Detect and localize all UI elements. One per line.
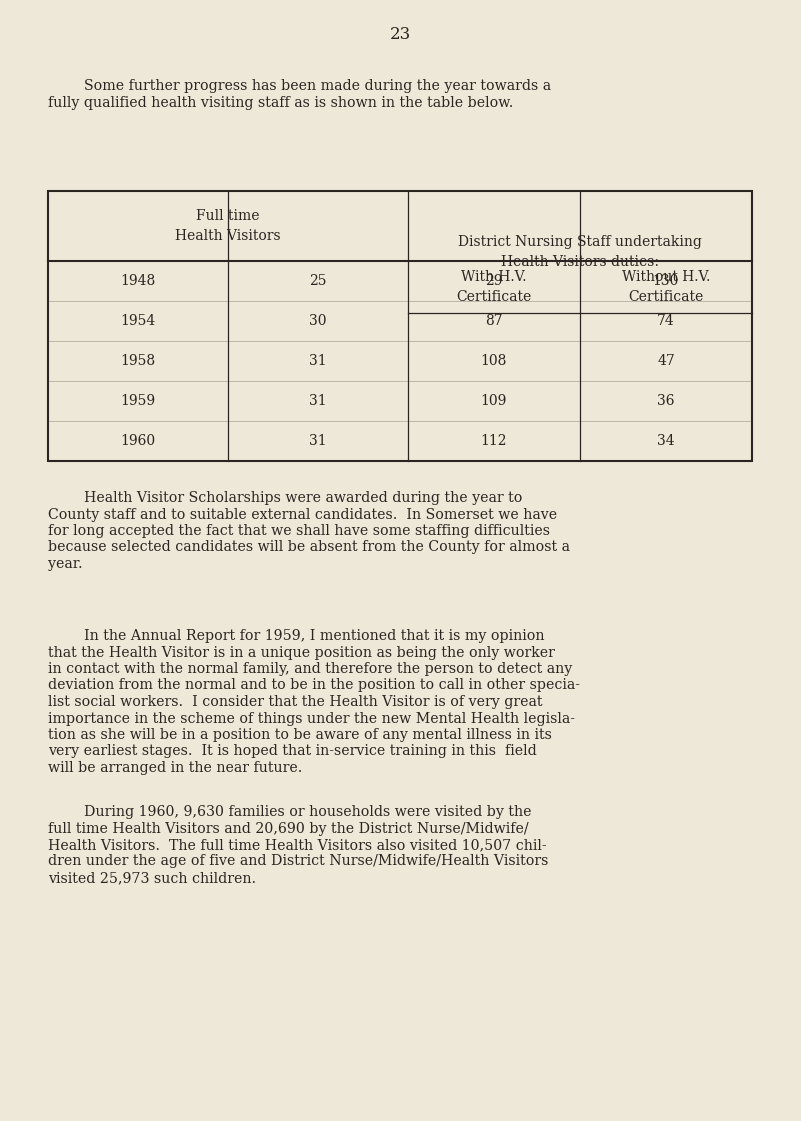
- Text: 47: 47: [657, 354, 675, 368]
- Text: 31: 31: [309, 354, 327, 368]
- Text: fully qualified health visiting staff as is shown in the table below.: fully qualified health visiting staff as…: [48, 95, 513, 110]
- Text: will be arranged in the near future.: will be arranged in the near future.: [48, 761, 302, 775]
- Text: 31: 31: [309, 393, 327, 408]
- Text: 23: 23: [389, 26, 411, 43]
- Text: 1960: 1960: [120, 434, 155, 448]
- Text: for long accepted the fact that we shall have some staffing difficulties: for long accepted the fact that we shall…: [48, 524, 550, 538]
- Text: 87: 87: [485, 314, 503, 328]
- Text: Full time
Health Visitors: Full time Health Visitors: [175, 209, 281, 243]
- Text: list social workers.  I consider that the Health Visitor is of very great: list social workers. I consider that the…: [48, 695, 542, 708]
- Bar: [48, 191, 752, 461]
- Text: dren under the age of five and District Nurse/Midwife/Health Visitors: dren under the age of five and District …: [48, 854, 549, 869]
- Text: Health Visitors.  The full time Health Visitors also visited 10,507 chil-: Health Visitors. The full time Health Vi…: [48, 839, 546, 852]
- Text: 130: 130: [653, 274, 679, 288]
- Text: visited 25,973 such children.: visited 25,973 such children.: [48, 871, 256, 884]
- Text: 34: 34: [657, 434, 674, 448]
- Text: 1958: 1958: [120, 354, 155, 368]
- Text: 109: 109: [481, 393, 507, 408]
- Text: During 1960, 9,630 families or households were visited by the: During 1960, 9,630 families or household…: [48, 805, 532, 819]
- Text: 74: 74: [657, 314, 675, 328]
- Text: District Nursing Staff undertaking
Health Visitors duties:: District Nursing Staff undertaking Healt…: [458, 234, 702, 269]
- Text: in contact with the normal family, and therefore the person to detect any: in contact with the normal family, and t…: [48, 663, 572, 676]
- Text: full time Health Visitors and 20,690 by the District Nurse/Midwife/: full time Health Visitors and 20,690 by …: [48, 822, 529, 835]
- Text: 29: 29: [485, 274, 503, 288]
- Text: 30: 30: [309, 314, 327, 328]
- Text: very earliest stages.  It is hoped that in-service training in this  field: very earliest stages. It is hoped that i…: [48, 744, 537, 759]
- Text: Without H.V.
Certificate: Without H.V. Certificate: [622, 270, 710, 304]
- Text: 108: 108: [481, 354, 507, 368]
- Text: Some further progress has been made during the year towards a: Some further progress has been made duri…: [48, 78, 551, 93]
- Text: 36: 36: [658, 393, 674, 408]
- Text: that the Health Visitor is in a unique position as being the only worker: that the Health Visitor is in a unique p…: [48, 646, 555, 659]
- Text: In the Annual Report for 1959, I mentioned that it is my opinion: In the Annual Report for 1959, I mention…: [48, 629, 545, 643]
- Text: 1954: 1954: [120, 314, 155, 328]
- Text: 112: 112: [481, 434, 507, 448]
- Text: With H.V.
Certificate: With H.V. Certificate: [457, 270, 532, 304]
- Text: deviation from the normal and to be in the position to call in other specia-: deviation from the normal and to be in t…: [48, 678, 580, 693]
- Text: County staff and to suitable external candidates.  In Somerset we have: County staff and to suitable external ca…: [48, 508, 557, 521]
- Text: Health Visitor Scholarships were awarded during the year to: Health Visitor Scholarships were awarded…: [48, 491, 522, 504]
- Text: 1948: 1948: [120, 274, 155, 288]
- Text: because selected candidates will be absent from the County for almost a: because selected candidates will be abse…: [48, 540, 570, 555]
- Text: importance in the scheme of things under the new Mental Health legisla-: importance in the scheme of things under…: [48, 712, 575, 725]
- Text: 31: 31: [309, 434, 327, 448]
- Text: year.: year.: [48, 557, 83, 571]
- Text: tion as she will be in a position to be aware of any mental illness in its: tion as she will be in a position to be …: [48, 728, 552, 742]
- Text: 25: 25: [309, 274, 327, 288]
- Text: 1959: 1959: [120, 393, 155, 408]
